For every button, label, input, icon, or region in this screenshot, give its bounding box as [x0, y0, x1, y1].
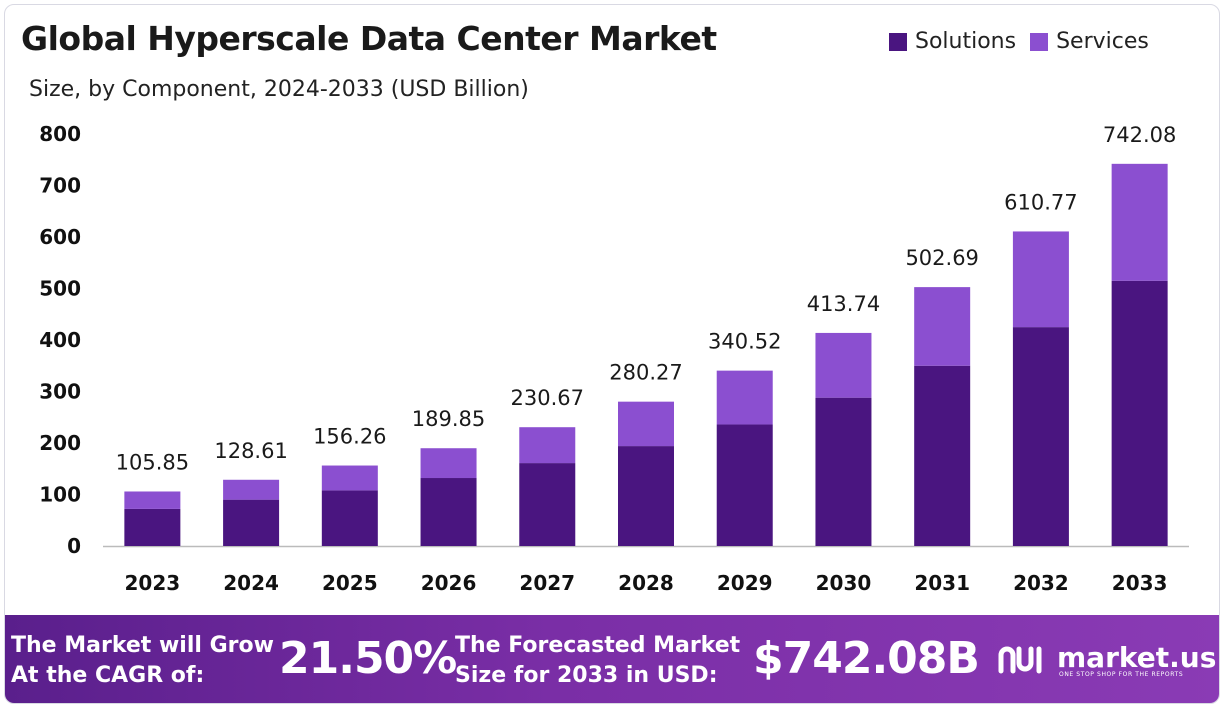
forecast-label-line-2: Size for 2033 in USD:	[455, 663, 718, 688]
total-data-label: 128.61	[214, 439, 287, 463]
y-tick-label: 300	[39, 380, 81, 404]
total-data-label: 230.67	[511, 386, 584, 410]
market-us-logo-icon	[998, 646, 1042, 674]
bar-solutions	[914, 365, 971, 546]
cagr-label-line-1: The Market will Grow	[11, 633, 274, 658]
bar-services	[1111, 163, 1168, 281]
x-tick-label: 2024	[223, 571, 279, 595]
x-tick-label: 2026	[421, 571, 477, 595]
x-tick-label: 2030	[816, 571, 872, 595]
bar-solutions	[716, 424, 773, 546]
y-tick-label: 200	[39, 431, 81, 455]
footer-banner: The Market will Grow At the CAGR of: 21.…	[5, 615, 1219, 703]
bar-services	[519, 427, 576, 464]
x-tick-label: 2032	[1013, 571, 1069, 595]
bar-solutions	[1111, 280, 1168, 546]
cagr-label-line-2: At the CAGR of:	[11, 663, 205, 688]
legend-swatch-solutions	[889, 32, 907, 51]
legend-label-services: Services	[1056, 29, 1149, 54]
x-tick-label: 2025	[322, 571, 378, 595]
bar-solutions	[124, 508, 181, 546]
x-tick-label: 2033	[1112, 571, 1168, 595]
y-tick-label: 100	[39, 483, 81, 507]
total-data-label: 742.08	[1103, 123, 1176, 147]
total-data-label: 156.26	[313, 425, 386, 449]
bar-services	[716, 370, 773, 425]
y-tick-label: 400	[39, 328, 81, 352]
forecast-label-line-1: The Forecasted Market	[455, 633, 741, 658]
x-tick-label: 2029	[717, 571, 773, 595]
bar-services	[124, 491, 181, 509]
legend: Solutions Services	[889, 29, 1163, 54]
bar-solutions	[321, 490, 378, 546]
brand-logo: market.us ONE STOP SHOP FOR THE REPORTS	[997, 641, 1217, 678]
x-tick-label: 2028	[618, 571, 674, 595]
bar-services	[618, 401, 674, 447]
total-data-label: 502.69	[905, 246, 978, 270]
chart-title: Global Hyperscale Data Center Market	[21, 19, 717, 58]
brand-tagline: ONE STOP SHOP FOR THE REPORTS	[1059, 671, 1184, 678]
y-tick-label: 0	[67, 534, 81, 558]
cagr-value: 21.50%	[279, 633, 457, 684]
total-data-label: 413.74	[807, 292, 880, 316]
legend-swatch-services	[1030, 32, 1049, 51]
y-tick-label: 600	[39, 225, 81, 249]
total-data-label: 280.27	[609, 361, 682, 385]
total-data-label: 189.85	[412, 407, 485, 431]
chart-frame: Global Hyperscale Data Center Market Siz…	[4, 4, 1220, 704]
legend-label-solutions: Solutions	[915, 29, 1017, 54]
brand-name: market.us	[1057, 641, 1217, 674]
bar-services	[914, 287, 971, 366]
chart-subtitle: Size, by Component, 2024-2033 (USD Billi…	[29, 77, 529, 102]
bar-services	[1012, 231, 1069, 328]
bar-solutions	[1012, 327, 1069, 546]
bar-services	[815, 332, 872, 398]
bar-solutions	[618, 446, 674, 546]
forecast-value: $742.08B	[753, 633, 980, 684]
y-tick-label: 800	[39, 122, 81, 146]
bar-services	[223, 479, 280, 500]
bar-chart: 0 100 200 300 400 500 600 700 800 105.85 2023 128.6…	[39, 122, 1189, 595]
bar-solutions	[420, 478, 477, 546]
bar-solutions	[815, 397, 872, 546]
total-data-label: 340.52	[708, 330, 781, 354]
total-data-label: 105.85	[116, 450, 189, 474]
bar-services	[321, 465, 378, 491]
y-tick-label: 500	[39, 277, 81, 301]
x-tick-label: 2027	[519, 571, 575, 595]
x-tick-label: 2023	[125, 571, 181, 595]
bar-solutions	[223, 499, 280, 546]
legend-item-services: Services	[1030, 29, 1149, 54]
total-data-label: 610.77	[1004, 190, 1077, 214]
x-tick-label: 2031	[914, 571, 970, 595]
bar-solutions	[519, 463, 576, 546]
bar-services	[420, 448, 477, 479]
legend-item-solutions: Solutions	[889, 29, 1016, 54]
y-tick-label: 700	[39, 174, 81, 198]
